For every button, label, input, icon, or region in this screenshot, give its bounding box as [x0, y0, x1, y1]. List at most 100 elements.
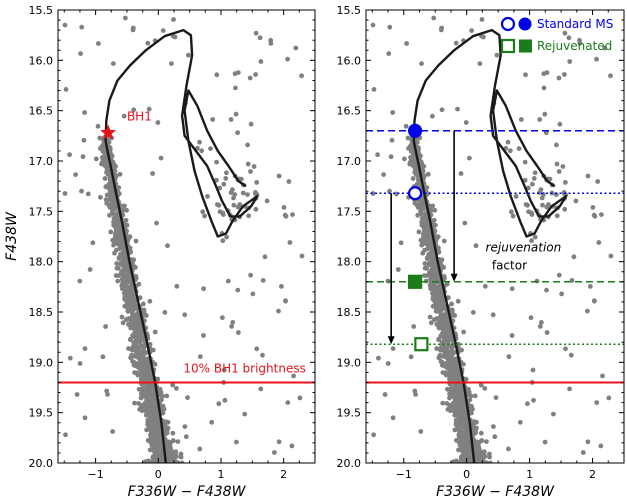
star-point [462, 221, 467, 226]
y-tick-label: 17.5 [337, 205, 362, 218]
star-point [450, 373, 455, 378]
star-point [157, 447, 162, 452]
star-point [215, 202, 220, 207]
star-point [73, 172, 78, 177]
star-point [609, 254, 614, 259]
star-point [174, 386, 179, 391]
y-tick-label: 19.5 [337, 407, 362, 420]
star-point [129, 353, 134, 358]
star-point [253, 72, 258, 77]
star-point [148, 387, 153, 392]
star-point [478, 61, 483, 66]
star-point [221, 182, 226, 187]
star-point [101, 158, 106, 163]
star-point [469, 28, 474, 33]
star-point [200, 209, 205, 214]
star-point [390, 138, 395, 143]
star-point [158, 453, 163, 458]
x-tick-label: 0 [155, 468, 162, 481]
legend-label: Rejuvenated [537, 39, 612, 53]
star-point [429, 243, 434, 248]
star-point [491, 424, 496, 429]
y-tick-label: 18.0 [29, 256, 54, 269]
star-point [448, 408, 453, 413]
star-point [220, 238, 225, 243]
star-point [63, 191, 68, 196]
star-point [140, 408, 145, 413]
star-point [134, 239, 139, 244]
star-point [461, 330, 466, 335]
star-point [263, 254, 268, 259]
star-point [86, 192, 91, 197]
star-point [229, 117, 234, 122]
star-point [432, 218, 437, 223]
star-point [114, 248, 119, 253]
star-point [483, 284, 488, 289]
arrow-head [451, 274, 458, 282]
star-point [383, 392, 388, 397]
star-point [231, 196, 236, 201]
star-point [110, 429, 115, 434]
star-point [157, 439, 162, 444]
star-point [451, 389, 456, 394]
star-point [484, 439, 489, 444]
arrow-head [388, 336, 395, 344]
star-point [430, 114, 435, 119]
star-point [81, 154, 86, 159]
star-point [272, 450, 277, 455]
star-point [396, 267, 401, 272]
star-point [432, 285, 437, 290]
star-point [174, 284, 179, 289]
star-point [283, 213, 288, 218]
star-point [409, 354, 414, 359]
star-point [94, 157, 99, 162]
star-point [461, 455, 466, 460]
star-point [131, 301, 136, 306]
star-point [103, 324, 108, 329]
plot-area [58, 16, 315, 466]
star-point [439, 315, 444, 320]
star-point [456, 396, 461, 401]
star-point [258, 387, 263, 392]
star-point [216, 401, 221, 406]
y-tick-label: 16.5 [29, 105, 54, 118]
star-point [63, 23, 68, 28]
star-point [432, 270, 437, 275]
star-point [539, 320, 544, 325]
star-point [545, 70, 550, 75]
star-point [214, 72, 219, 77]
star-point [428, 276, 433, 281]
star-point [441, 370, 446, 375]
star-point [179, 455, 184, 460]
star-point [221, 212, 226, 217]
y-tick-label: 18.5 [29, 306, 54, 319]
star-point [124, 270, 129, 275]
star-point [455, 107, 460, 112]
y-tick-label: 18.5 [337, 306, 362, 319]
star-point [208, 146, 213, 151]
star-point [437, 323, 442, 328]
plot-frame [366, 10, 624, 463]
x-tick-label: −1 [396, 468, 412, 481]
star-point [431, 304, 436, 309]
star-point [96, 41, 101, 46]
star-point [171, 17, 176, 22]
star-point [79, 25, 84, 30]
star-point [471, 310, 476, 315]
star-point [436, 337, 441, 342]
star-point [254, 180, 259, 185]
star-point [545, 330, 550, 335]
star-point [298, 396, 303, 401]
star-point [557, 169, 562, 174]
star-point [563, 31, 568, 36]
star-point [492, 434, 497, 439]
star-point [231, 203, 236, 208]
star-point [376, 356, 381, 361]
star-point [112, 204, 117, 209]
star-point [134, 340, 139, 345]
y-tick-label: 15.5 [29, 4, 54, 17]
star-point [197, 140, 202, 145]
star-point [439, 308, 444, 313]
star-point [79, 189, 84, 194]
star-point [441, 335, 446, 340]
